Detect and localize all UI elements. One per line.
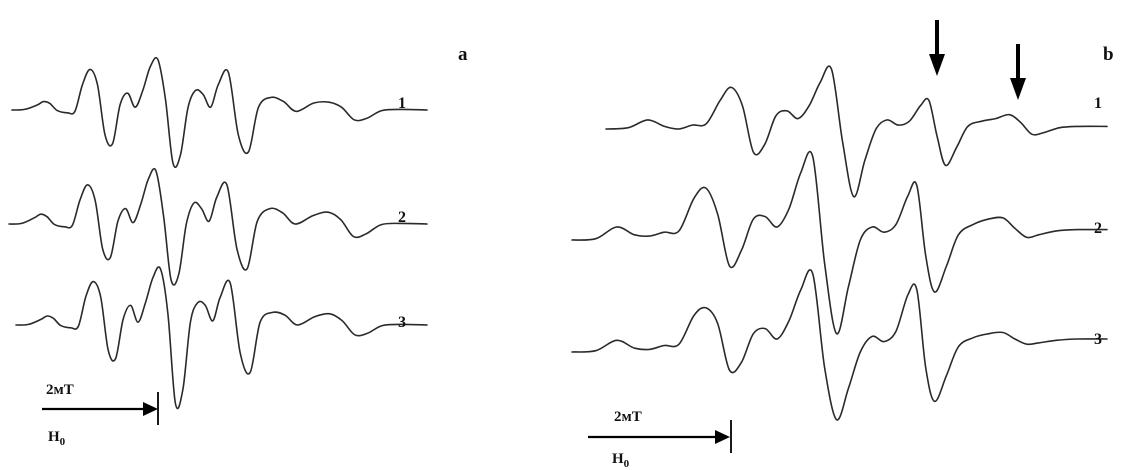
panel-a-field-label: H0	[48, 429, 66, 448]
spectrum-trace-a-3	[15, 266, 428, 410]
panel-b-traces	[571, 65, 1108, 421]
panel-b-field-label: H0	[612, 451, 630, 470]
spectrum-trace-b-2	[571, 150, 1108, 335]
panel-b-markers	[929, 20, 1026, 100]
panel-a-label: a	[458, 44, 468, 65]
peak-marker-arrow-head	[1010, 78, 1026, 100]
spectrum-trace-b-1	[605, 65, 1108, 198]
panel-b-trace-label-1: 1	[1094, 95, 1102, 112]
panel-b-trace-label-2: 2	[1094, 220, 1102, 237]
panel-b-label: b	[1103, 44, 1114, 65]
panel-b-scale-bar: 2мT H0	[588, 409, 732, 470]
spectrum-trace-a-1	[11, 56, 428, 168]
panel-b-field-arrow-head	[715, 430, 730, 444]
panel-a-trace-label-3: 3	[398, 314, 406, 331]
panel-b-scale-label: 2мT	[614, 409, 642, 425]
panel-a-scale-bar: 2мT H0	[42, 382, 159, 448]
panel-a-trace-label-1: 1	[398, 95, 406, 112]
panel-b: b 1 2 3 2мT H0	[571, 20, 1114, 470]
spectrum-trace-b-3	[571, 269, 1108, 421]
panel-b-trace-label-3: 3	[1094, 331, 1102, 348]
peak-marker-arrow-head	[929, 54, 945, 76]
spectrum-trace-a-2	[8, 167, 428, 286]
panel-a-traces	[8, 56, 428, 410]
panel-a-scale-label: 2мT	[46, 382, 74, 398]
panel-a: a 1 2 3 2мT H0	[8, 44, 468, 448]
panel-a-field-arrow-head	[143, 402, 158, 416]
panel-a-trace-label-2: 2	[398, 209, 406, 226]
